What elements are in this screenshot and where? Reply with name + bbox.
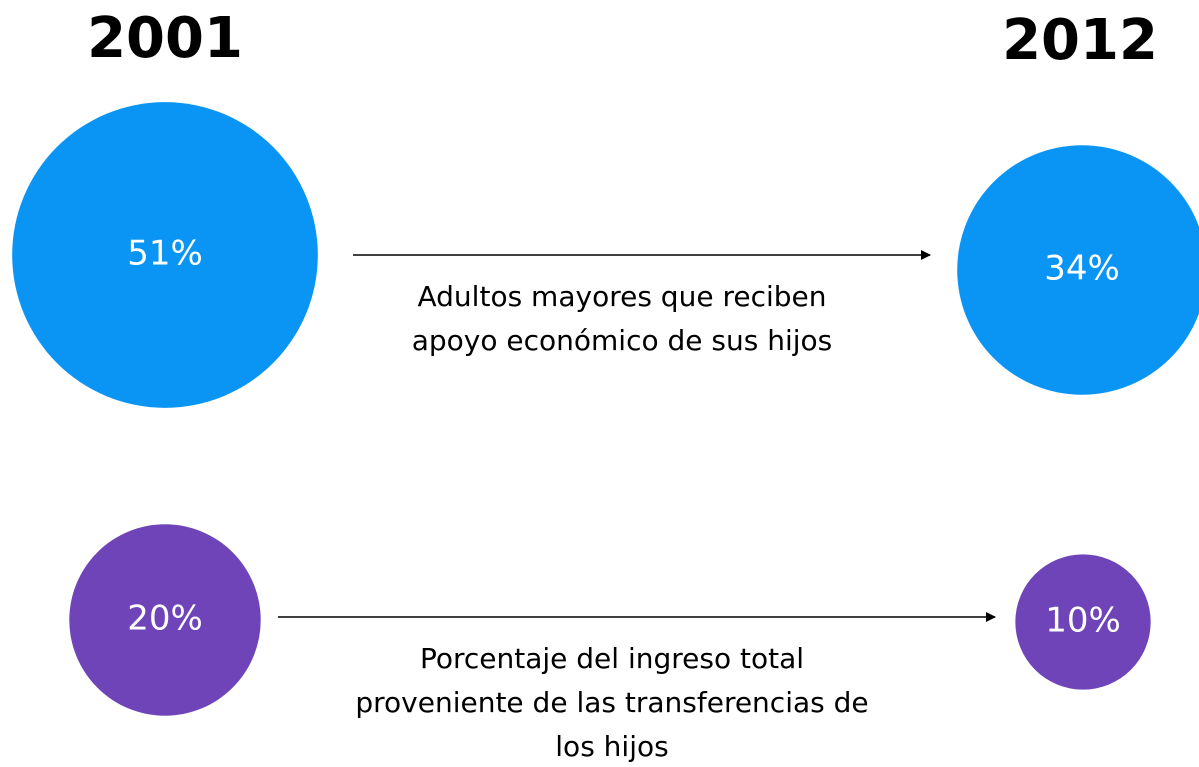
value-circle <box>957 145 1199 395</box>
description: los hijos <box>555 730 668 763</box>
description: Porcentaje del ingreso total <box>420 642 804 675</box>
year-label: 2001 <box>87 6 243 71</box>
description: proveniente de las transferencias de <box>355 686 868 719</box>
description: Adultos mayores que reciben <box>418 280 827 313</box>
value-circle <box>12 102 318 408</box>
value-label: 20% <box>127 599 203 639</box>
value-circle <box>1015 554 1151 690</box>
value-label: 51% <box>127 234 203 274</box>
value-circle <box>69 524 261 716</box>
year-label: 2012 <box>1002 8 1158 73</box>
value-label: 10% <box>1045 601 1121 641</box>
value-label: 34% <box>1044 249 1120 289</box>
description: apoyo económico de sus hijos <box>412 324 833 357</box>
